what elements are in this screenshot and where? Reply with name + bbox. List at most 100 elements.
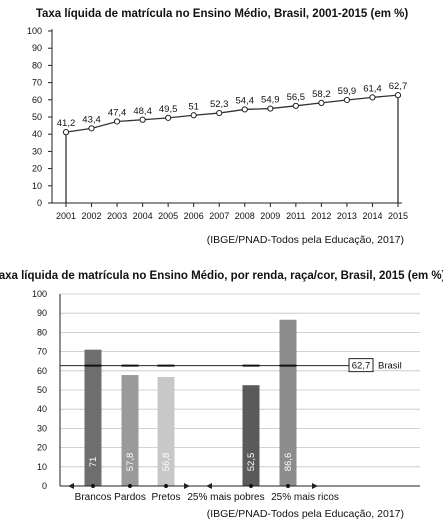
category-dot xyxy=(286,484,290,488)
bar-chart-y-axis: 0 10 20 30 40 50 60 70 80 90 100 xyxy=(32,289,61,491)
x-tick-label: 2004 xyxy=(133,211,153,221)
data-point xyxy=(139,116,146,123)
data-point xyxy=(267,105,274,112)
data-label: 43,4 xyxy=(82,114,101,125)
bar xyxy=(242,385,260,486)
y-tick-label: 90 xyxy=(32,43,42,53)
x-tick-label: 2013 xyxy=(337,211,357,221)
data-label: 47,4 xyxy=(108,107,127,118)
x-tick-label: 2003 xyxy=(107,211,127,221)
data-point xyxy=(113,118,121,125)
bar-chart-x-axis: Brancos Pardos Pretos 25% mais pobres 25% ma… xyxy=(60,483,420,503)
y-tick-label: 30 xyxy=(32,146,42,156)
x-tick-label: 2005 xyxy=(158,211,178,221)
y-tick-label: 60 xyxy=(32,95,42,105)
y-tick-label: 10 xyxy=(32,181,42,191)
data-point xyxy=(343,96,351,104)
data-point xyxy=(369,94,376,101)
bar-value-label: 56,8 xyxy=(161,453,172,472)
category-dot xyxy=(128,484,132,488)
group-bracket-income-arrow-right xyxy=(312,483,318,489)
reference-value-label: 62,7 xyxy=(352,361,371,372)
category-label: 25% mais ricos xyxy=(271,492,339,503)
data-point xyxy=(216,109,223,117)
line-chart-series: 41,2 43,4 47,4 48,4 49,5 51 52,3 54,4 54,9 56,5 58… xyxy=(57,81,408,203)
x-tick-label: 2007 xyxy=(209,211,229,221)
y-tick-label: 40 xyxy=(32,129,42,139)
data-label: 52,3 xyxy=(210,99,229,110)
y-tick-label: 100 xyxy=(32,289,47,299)
y-tick-label: 20 xyxy=(37,443,47,453)
bar-chart: Taxa líquida de matrícula no Ensino Médi… xyxy=(0,270,443,520)
line-chart-y-axis: 0 10 20 30 40 50 60 70 80 90 100 xyxy=(27,26,53,208)
data-point xyxy=(318,99,325,106)
data-label: 56,5 xyxy=(287,92,306,103)
data-label: 59,9 xyxy=(338,86,357,97)
y-tick-label: 80 xyxy=(32,60,42,70)
category-label: 25% mais pobres xyxy=(187,492,264,503)
data-label: 49,5 xyxy=(159,104,178,115)
data-label: 58,2 xyxy=(312,89,331,100)
bar xyxy=(121,375,139,486)
bar-chart-title: Taxa líquida de matrícula no Ensino Médi… xyxy=(0,270,443,282)
x-tick-label: 2011 xyxy=(286,211,305,221)
bar-chart-bars: 71 57,8 56,8 52,5 86,6 xyxy=(84,319,297,486)
y-tick-label: 70 xyxy=(37,347,47,357)
category-label: Brancos xyxy=(75,492,112,503)
bar-value-label: 86,6 xyxy=(283,453,294,472)
y-tick-label: 80 xyxy=(37,327,47,337)
y-tick-label: 50 xyxy=(32,112,42,122)
data-label: 54,9 xyxy=(261,95,280,106)
bar-value-label: 57,8 xyxy=(125,453,136,472)
y-tick-label: 60 xyxy=(37,366,47,376)
x-tick-label: 2002 xyxy=(82,211,102,221)
data-label: 61,4 xyxy=(363,83,382,94)
data-label: 54,4 xyxy=(236,95,255,106)
x-tick-label: 2001 xyxy=(56,211,76,221)
data-point xyxy=(62,129,70,136)
y-tick-label: 0 xyxy=(42,481,47,491)
x-tick-label: 2008 xyxy=(235,211,255,221)
y-tick-label: 40 xyxy=(37,404,47,414)
y-tick-label: 50 xyxy=(37,385,47,395)
line-chart-source: (IBGE/PNAD-Todos pela Educação, 2017) xyxy=(207,234,404,246)
category-dot xyxy=(91,484,95,488)
x-tick-label: 2014 xyxy=(362,211,382,221)
bar-value-label: 71 xyxy=(88,457,99,468)
x-tick-label: 2006 xyxy=(184,211,204,221)
data-label: 41,2 xyxy=(57,118,76,129)
y-tick-label: 10 xyxy=(37,462,47,472)
data-label: 51 xyxy=(188,101,199,112)
data-point xyxy=(165,114,172,121)
bar-chart-reference: 62,7 Brasil xyxy=(60,358,402,373)
category-dot xyxy=(249,484,253,488)
x-tick-label: 2009 xyxy=(260,211,280,221)
data-point xyxy=(292,102,299,109)
line-chart-title: Taxa líquida de matrícula no Ensino Médi… xyxy=(36,8,409,20)
reference-value-box xyxy=(348,358,374,373)
bar xyxy=(279,319,297,486)
x-tick-label: 2015 xyxy=(388,211,408,221)
y-tick-label: 20 xyxy=(32,164,42,174)
y-tick-label: 100 xyxy=(27,26,42,36)
x-tick-label: 2012 xyxy=(311,211,331,221)
data-point xyxy=(394,92,402,99)
bar-value-label: 52,5 xyxy=(246,453,257,472)
y-tick-label: 70 xyxy=(32,78,42,88)
group-bracket-race-arrow-left xyxy=(68,483,74,489)
bar xyxy=(157,376,175,486)
category-label: Pretos xyxy=(152,492,181,503)
data-point xyxy=(190,112,197,119)
data-label: 48,4 xyxy=(133,106,152,117)
line-chart-x-axis: 2001 2002 2003 2004 2005 2006 2007 2008 2009 2011… xyxy=(52,202,408,221)
data-point xyxy=(88,125,95,132)
y-tick-label: 30 xyxy=(37,423,47,433)
reference-series-label: Brasil xyxy=(378,361,402,372)
group-bracket-income-arrow-left xyxy=(206,483,212,489)
series-line xyxy=(65,94,399,133)
data-label: 62,7 xyxy=(389,81,408,92)
y-tick-label: 90 xyxy=(37,308,47,318)
bar-chart-source: (IBGE/PNAD-Todos pela Educação, 2017) xyxy=(207,508,404,520)
y-tick-label: 0 xyxy=(37,198,42,208)
